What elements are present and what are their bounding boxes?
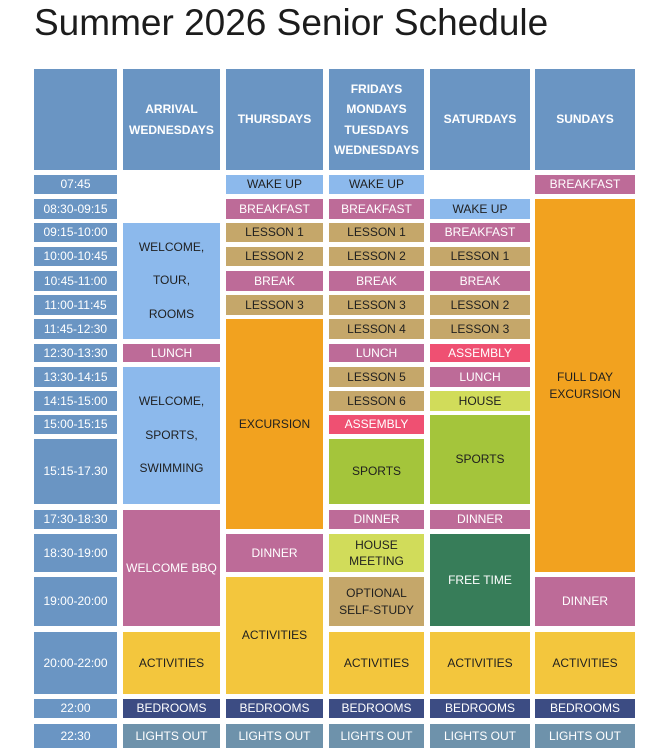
activity-full-day-excursion: FULL DAY EXCURSION bbox=[535, 199, 635, 572]
activity-breakfast: BREAKFAST bbox=[226, 199, 323, 219]
activity-wake-up: WAKE UP bbox=[329, 175, 424, 194]
activity-activities: ACTIVITIES bbox=[535, 632, 635, 694]
activity-bedrooms: BEDROOMS bbox=[329, 699, 424, 718]
time-slot: 22:00 bbox=[34, 699, 117, 718]
activity-dinner: DINNER bbox=[430, 510, 530, 529]
activity-welcome-bbq: WELCOME BBQ bbox=[123, 510, 220, 626]
activity-lunch: LUNCH bbox=[430, 367, 530, 387]
column-header-5: SUNDAYS bbox=[535, 69, 635, 170]
activity-lesson-2: LESSON 2 bbox=[430, 295, 530, 315]
time-slot: 22:30 bbox=[34, 724, 117, 748]
activity-lunch: LUNCH bbox=[329, 344, 424, 362]
time-slot: 14:15-15:00 bbox=[34, 391, 117, 411]
activity-house-meeting: HOUSE MEETING bbox=[329, 534, 424, 572]
time-slot: 10:45-11:00 bbox=[34, 271, 117, 291]
column-header-2: THURSDAYS bbox=[226, 69, 323, 170]
header-corner bbox=[34, 69, 117, 170]
activity-lesson-3: LESSON 3 bbox=[329, 295, 424, 315]
activity-wake-up: WAKE UP bbox=[430, 199, 530, 219]
activity-house: HOUSE bbox=[430, 391, 530, 411]
activity-breakfast: BREAKFAST bbox=[430, 223, 530, 242]
activity-bedrooms: BEDROOMS bbox=[430, 699, 530, 718]
activity-lesson-1: LESSON 1 bbox=[226, 223, 323, 242]
time-slot: 09:15-10:00 bbox=[34, 223, 117, 242]
activity-optional-self-study: OPTIONAL SELF-STUDY bbox=[329, 577, 424, 626]
activity-lesson-3: LESSON 3 bbox=[226, 295, 323, 315]
activity-assembly: ASSEMBLY bbox=[329, 415, 424, 434]
time-slot: 17:30-18:30 bbox=[34, 510, 117, 529]
time-slot: 08:30-09:15 bbox=[34, 199, 117, 219]
activity-break: BREAK bbox=[329, 271, 424, 291]
activity-lesson-2: LESSON 2 bbox=[226, 247, 323, 266]
time-slot: 12:30-13:30 bbox=[34, 344, 117, 362]
activity-activities: ACTIVITIES bbox=[329, 632, 424, 694]
time-slot: 07:45 bbox=[34, 175, 117, 194]
time-slot: 19:00-20:00 bbox=[34, 577, 117, 626]
activity-welcome-sports-swimming: WELCOME, SPORTS, SWIMMING bbox=[123, 367, 220, 504]
activity-activities: ACTIVITIES bbox=[226, 577, 323, 694]
activity-excursion: EXCURSION bbox=[226, 319, 323, 529]
activity-activities: ACTIVITIES bbox=[123, 632, 220, 694]
time-slot: 10:00-10:45 bbox=[34, 247, 117, 266]
activity-break: BREAK bbox=[226, 271, 323, 291]
activity-sports: SPORTS bbox=[329, 439, 424, 504]
activity-wake-up: WAKE UP bbox=[226, 175, 323, 194]
activity-lights-out: LIGHTS OUT bbox=[329, 724, 424, 748]
activity-dinner: DINNER bbox=[329, 510, 424, 529]
activity-lesson-1: LESSON 1 bbox=[430, 247, 530, 266]
activity-lunch: LUNCH bbox=[123, 344, 220, 362]
column-header-1: ARRIVAL WEDNESDAYS bbox=[123, 69, 220, 170]
time-slot: 20:00-22:00 bbox=[34, 632, 117, 694]
activity-assembly: ASSEMBLY bbox=[430, 344, 530, 362]
activity-activities: ACTIVITIES bbox=[430, 632, 530, 694]
time-slot: 11:00-11:45 bbox=[34, 295, 117, 315]
activity-break: BREAK bbox=[430, 271, 530, 291]
activity-breakfast: BREAKFAST bbox=[535, 175, 635, 194]
activity-free-time: FREE TIME bbox=[430, 534, 530, 626]
activity-bedrooms: BEDROOMS bbox=[226, 699, 323, 718]
time-slot: 13:30-14:15 bbox=[34, 367, 117, 387]
activity-dinner: DINNER bbox=[535, 577, 635, 626]
activity-lesson-1: LESSON 1 bbox=[329, 223, 424, 242]
column-header-3: FRIDAYS MONDAYS TUESDAYS WEDNESDAYS bbox=[329, 69, 424, 170]
activity-lesson-4: LESSON 4 bbox=[329, 319, 424, 339]
activity-breakfast: BREAKFAST bbox=[329, 199, 424, 219]
time-slot: 18:30-19:00 bbox=[34, 534, 117, 572]
time-slot: 11:45-12:30 bbox=[34, 319, 117, 339]
activity-bedrooms: BEDROOMS bbox=[123, 699, 220, 718]
activity-lights-out: LIGHTS OUT bbox=[123, 724, 220, 748]
activity-lesson-6: LESSON 6 bbox=[329, 391, 424, 411]
activity-lesson-3: LESSON 3 bbox=[430, 319, 530, 339]
time-slot: 15:00-15:15 bbox=[34, 415, 117, 434]
time-slot: 15:15-17.30 bbox=[34, 439, 117, 504]
column-header-4: SATURDAYS bbox=[430, 69, 530, 170]
activity-sports: SPORTS bbox=[430, 415, 530, 504]
activity-lesson-5: LESSON 5 bbox=[329, 367, 424, 387]
activity-lights-out: LIGHTS OUT bbox=[430, 724, 530, 748]
activity-lesson-2: LESSON 2 bbox=[329, 247, 424, 266]
activity-lights-out: LIGHTS OUT bbox=[535, 724, 635, 748]
activity-bedrooms: BEDROOMS bbox=[535, 699, 635, 718]
activity-welcome-tour-rooms: WELCOME, TOUR, ROOMS bbox=[123, 223, 220, 339]
activity-dinner: DINNER bbox=[226, 534, 323, 572]
page-title: Summer 2026 Senior Schedule bbox=[34, 2, 549, 43]
activity-lights-out: LIGHTS OUT bbox=[226, 724, 323, 748]
